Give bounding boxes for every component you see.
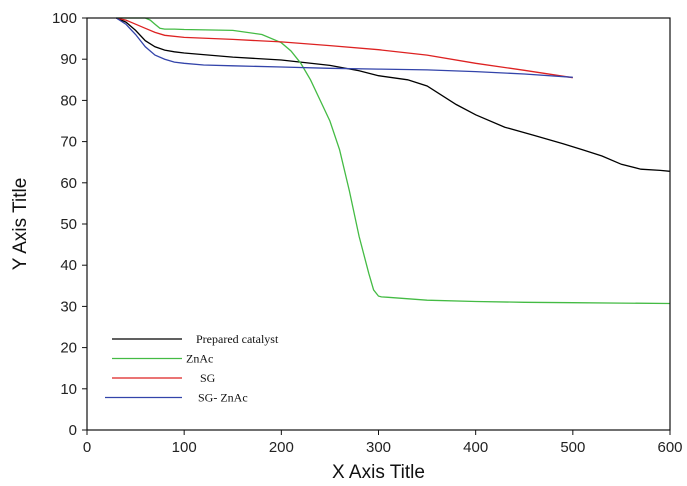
x-tick-label: 100 (172, 439, 197, 456)
series-line-0 (115, 17, 671, 172)
y-tick-label: 30 (60, 298, 77, 315)
y-tick-label: 90 (60, 51, 77, 68)
legend-label-0: Prepared catalyst (196, 332, 279, 346)
legend-label-2: SG (200, 371, 216, 385)
y-tick-label: 10 (60, 381, 77, 398)
plot-lines (115, 17, 671, 305)
y-tick-label: 40 (60, 257, 77, 274)
y-tick-label: 60 (60, 175, 77, 192)
legend: Prepared catalyst ZnAc SG SG- ZnAc (105, 332, 279, 405)
series-line-3 (115, 17, 573, 78)
y-tick-label: 70 (60, 134, 77, 151)
x-tick-label: 400 (463, 439, 488, 456)
y-tick-label: 0 (69, 422, 77, 439)
plot-frame (86, 17, 671, 431)
axis-tick-labels: 0 100 200 300 400 500 600 0 10 20 30 40 50 60 70 80 90 10… (52, 10, 683, 456)
legend-label-3: SG- ZnAc (198, 391, 248, 405)
legend-label-1: ZnAc (186, 352, 213, 366)
x-tick-label: 0 (83, 439, 91, 456)
y-tick-label: 100 (52, 10, 77, 27)
axis-ticks (82, 17, 671, 435)
x-tick-label: 200 (269, 439, 294, 456)
x-tick-label: 500 (560, 439, 585, 456)
series-line-2 (116, 17, 573, 79)
y-tick-label: 20 (60, 340, 77, 357)
y-axis-title: Y Axis Title (10, 178, 31, 271)
series-line-1 (116, 17, 671, 305)
y-tick-label: 50 (60, 216, 77, 233)
y-tick-label: 80 (60, 92, 77, 109)
x-tick-label: 600 (657, 439, 682, 456)
x-axis-title: X Axis Title (332, 462, 425, 483)
x-tick-label: 300 (366, 439, 391, 456)
